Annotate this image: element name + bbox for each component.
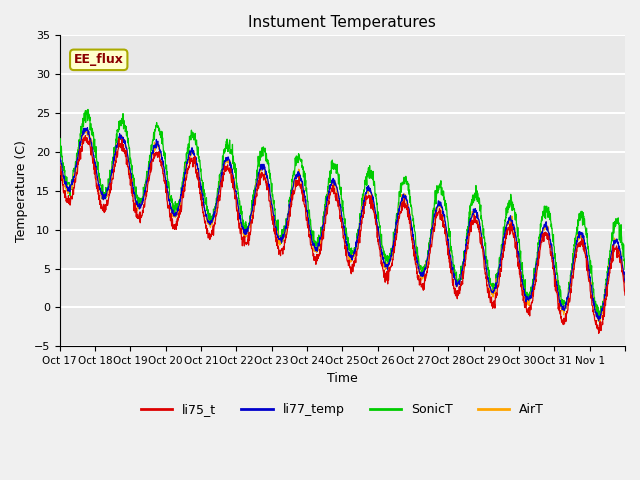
X-axis label: Time: Time (327, 372, 358, 384)
Y-axis label: Temperature (C): Temperature (C) (15, 140, 28, 242)
Legend: li75_t, li77_temp, SonicT, AirT: li75_t, li77_temp, SonicT, AirT (136, 398, 548, 421)
Title: Instument Temperatures: Instument Temperatures (248, 15, 436, 30)
Text: EE_flux: EE_flux (74, 53, 124, 66)
